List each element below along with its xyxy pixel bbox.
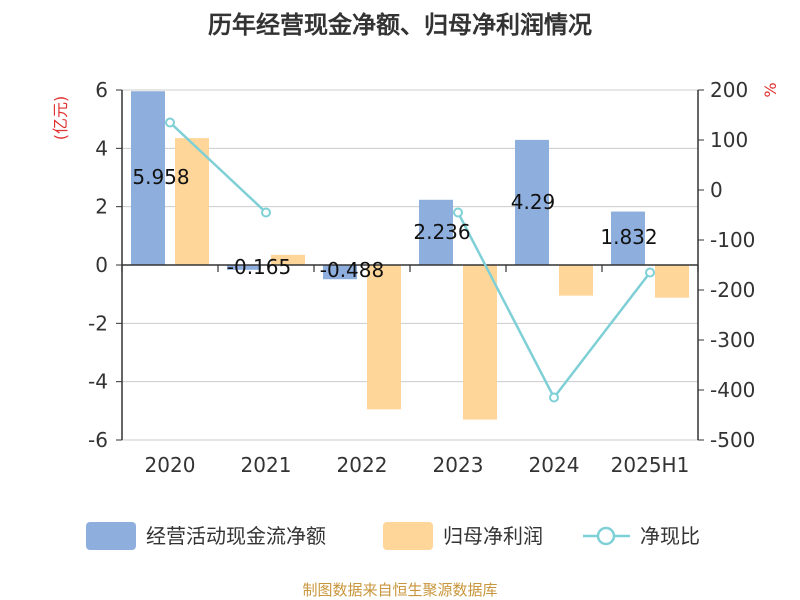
legend-swatch-profit bbox=[383, 522, 433, 550]
bar-cashflow bbox=[227, 265, 261, 270]
right-tick-label: 200 bbox=[710, 78, 748, 102]
right-tick-label: -200 bbox=[710, 278, 755, 302]
x-tick-label: 2025H1 bbox=[611, 453, 690, 477]
bar-profit bbox=[655, 265, 689, 298]
legend-label-ratio: 净现比 bbox=[640, 524, 700, 548]
left-tick-label: -4 bbox=[88, 370, 108, 394]
x-tick-label: 2022 bbox=[337, 453, 388, 477]
right-tick-label: -500 bbox=[710, 428, 755, 452]
bar-profit bbox=[463, 265, 497, 420]
bar-value-label: 4.29 bbox=[511, 190, 556, 214]
right-axis-unit: % bbox=[761, 82, 780, 97]
bar-profit bbox=[367, 265, 401, 410]
left-tick-label: -2 bbox=[88, 311, 108, 335]
bar-profit bbox=[271, 254, 305, 265]
left-tick-label: 2 bbox=[95, 195, 108, 219]
legend-item-ratio[interactable]: 净现比 bbox=[583, 524, 700, 548]
x-tick-label: 2024 bbox=[529, 453, 580, 477]
bar-value-label: -0.165 bbox=[227, 255, 291, 279]
x-tick-label: 2021 bbox=[241, 453, 292, 477]
bar-profit bbox=[559, 265, 593, 296]
legend-item-profit[interactable]: 归母净利润 bbox=[383, 522, 543, 550]
bar-cashflow bbox=[611, 211, 645, 265]
left-tick-label: 4 bbox=[95, 136, 108, 160]
bar-value-label: -0.488 bbox=[320, 258, 384, 282]
bar-cashflow bbox=[131, 91, 165, 265]
right-tick-label: -300 bbox=[710, 328, 755, 352]
left-axis-unit: (亿元) bbox=[51, 96, 70, 141]
bar-cashflow bbox=[515, 139, 549, 265]
bars bbox=[131, 91, 689, 420]
ratio-point bbox=[645, 267, 655, 278]
data-labels: 5.958 -0.165 -0.488 2.236 4.29 1.832 bbox=[132, 165, 657, 282]
grid-lines bbox=[122, 89, 698, 441]
legend-item-cashflow[interactable]: 经营活动现金流净额 bbox=[86, 522, 326, 550]
x-tick-label: 2023 bbox=[433, 453, 484, 477]
left-tick-label: -6 bbox=[88, 428, 108, 452]
left-tick-label: 0 bbox=[95, 253, 108, 277]
left-tick-label: 6 bbox=[95, 78, 108, 102]
legend: 经营活动现金流净额 归母净利润 净现比 bbox=[86, 522, 700, 550]
bar-value-label: 1.832 bbox=[600, 225, 657, 249]
right-tick-label: 100 bbox=[710, 128, 748, 152]
ratio-point bbox=[165, 117, 175, 128]
bar-cashflow bbox=[419, 199, 453, 265]
right-tick-label: 0 bbox=[710, 178, 723, 202]
tick-labels: 6 4 2 0 -2 -4 -6 200 100 0 -100 -200 -300 -400 -500 202… bbox=[88, 78, 755, 477]
ratio-point bbox=[549, 392, 559, 403]
bar-value-label: 2.236 bbox=[413, 220, 470, 244]
legend-swatch-cashflow bbox=[86, 522, 136, 550]
right-tick-label: -100 bbox=[710, 228, 755, 252]
ratio-point bbox=[453, 207, 463, 218]
bar-value-label: 5.958 bbox=[132, 165, 189, 189]
legend-label-profit: 归母净利润 bbox=[443, 524, 543, 548]
bar-cashflow bbox=[323, 265, 357, 280]
axes bbox=[116, 89, 704, 441]
ratio-point bbox=[261, 207, 271, 218]
bar-profit bbox=[175, 138, 209, 265]
x-tick-label: 2020 bbox=[145, 453, 196, 477]
right-tick-label: -400 bbox=[710, 378, 755, 402]
legend-marker-ratio bbox=[596, 526, 616, 546]
ratio-line bbox=[165, 117, 655, 403]
legend-label-cashflow: 经营活动现金流净额 bbox=[146, 524, 326, 548]
chart-title: 历年经营现金净额、归母净利润情况 bbox=[208, 11, 592, 39]
source-note: 制图数据来自恒生聚源数据库 bbox=[302, 581, 497, 599]
ratio-line-segment bbox=[169, 121, 267, 214]
